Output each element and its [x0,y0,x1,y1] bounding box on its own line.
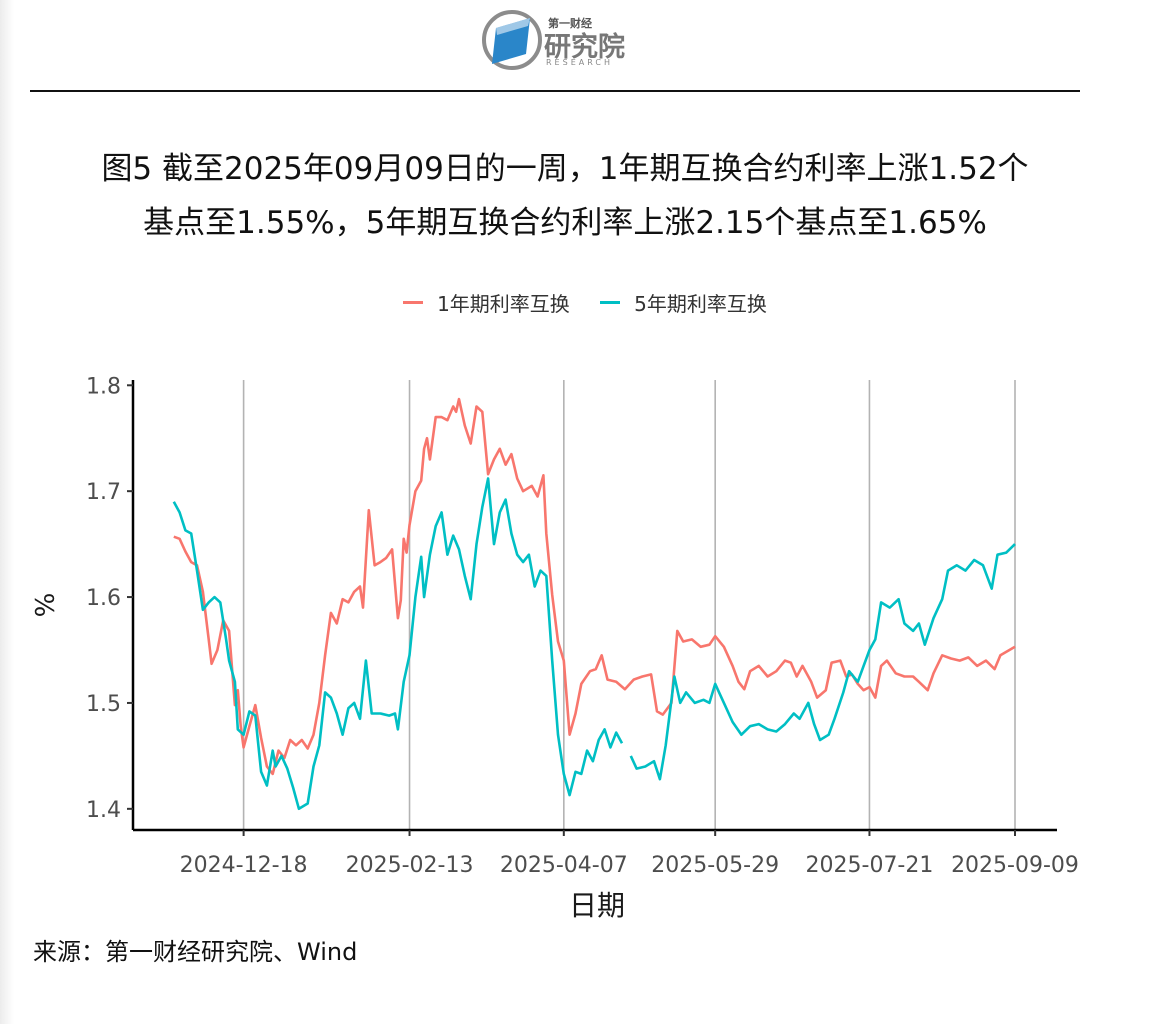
header-rule [30,90,1080,92]
legend-item-1y: 1年期利率互换 [403,288,570,317]
logo-main-text: 研究院 [544,32,625,63]
x-tick-label: 2025-09-09 [951,853,1079,878]
series-lines [172,397,1016,811]
swap-rate-line-chart: 1.4 1.5 1.6 1.7 1.8 2024-12-18 2025-02-13 2025-… [31,374,1079,922]
x-tick-label: 2024-12-18 [180,853,308,878]
logo-sub-text: RESEARCH [546,58,613,67]
logo-small-text: 第一财经 [548,17,592,30]
legend-label-5y: 5年期利率互换 [634,292,767,316]
y-tick-label: 1.8 [86,374,121,399]
legend-item-5y: 5年期利率互换 [600,288,767,317]
y-axis-title: % [31,593,61,618]
chart-title-line1: 图5 截至2025年09月09日的一周，1年期互换合约利率上涨1.52个 [101,151,1029,187]
chart-title: 图5 截至2025年09月09日的一周，1年期互换合约利率上涨1.52个 基点至… [20,142,1110,250]
legend-swatch-1y [403,301,424,304]
y-tick-label: 1.5 [86,692,121,717]
y-tick-label: 1.6 [86,586,121,611]
series-line-1y [173,397,1016,776]
legend-swatch-5y [600,301,621,304]
source-note: 来源：第一财经研究院、Wind [33,938,358,966]
chart-title-line2: 基点至1.55%，5年期互换合约利率上涨2.15个基点至1.65% [143,205,987,241]
x-tick-label: 2025-02-13 [346,853,474,878]
y-tick-label: 1.7 [86,480,121,505]
left-edge-shade [0,0,14,1024]
y-tick-label: 1.4 [86,798,121,823]
x-tick-label: 2025-07-21 [806,853,934,878]
series-line-5y [172,477,624,811]
x-axis-title: 日期 [569,889,625,922]
x-tick-label: 2025-04-07 [500,853,628,878]
chart-legend: 1年期利率互换 5年期利率互换 [0,285,1170,317]
legend-label-1y: 1年期利率互换 [437,292,570,316]
series-line-5y [629,543,1016,781]
research-institute-logo: 第一财经 研究院 RESEARCH [482,8,632,72]
x-tick-label: 2025-05-29 [651,853,779,878]
logo-emblem-icon [482,10,542,70]
